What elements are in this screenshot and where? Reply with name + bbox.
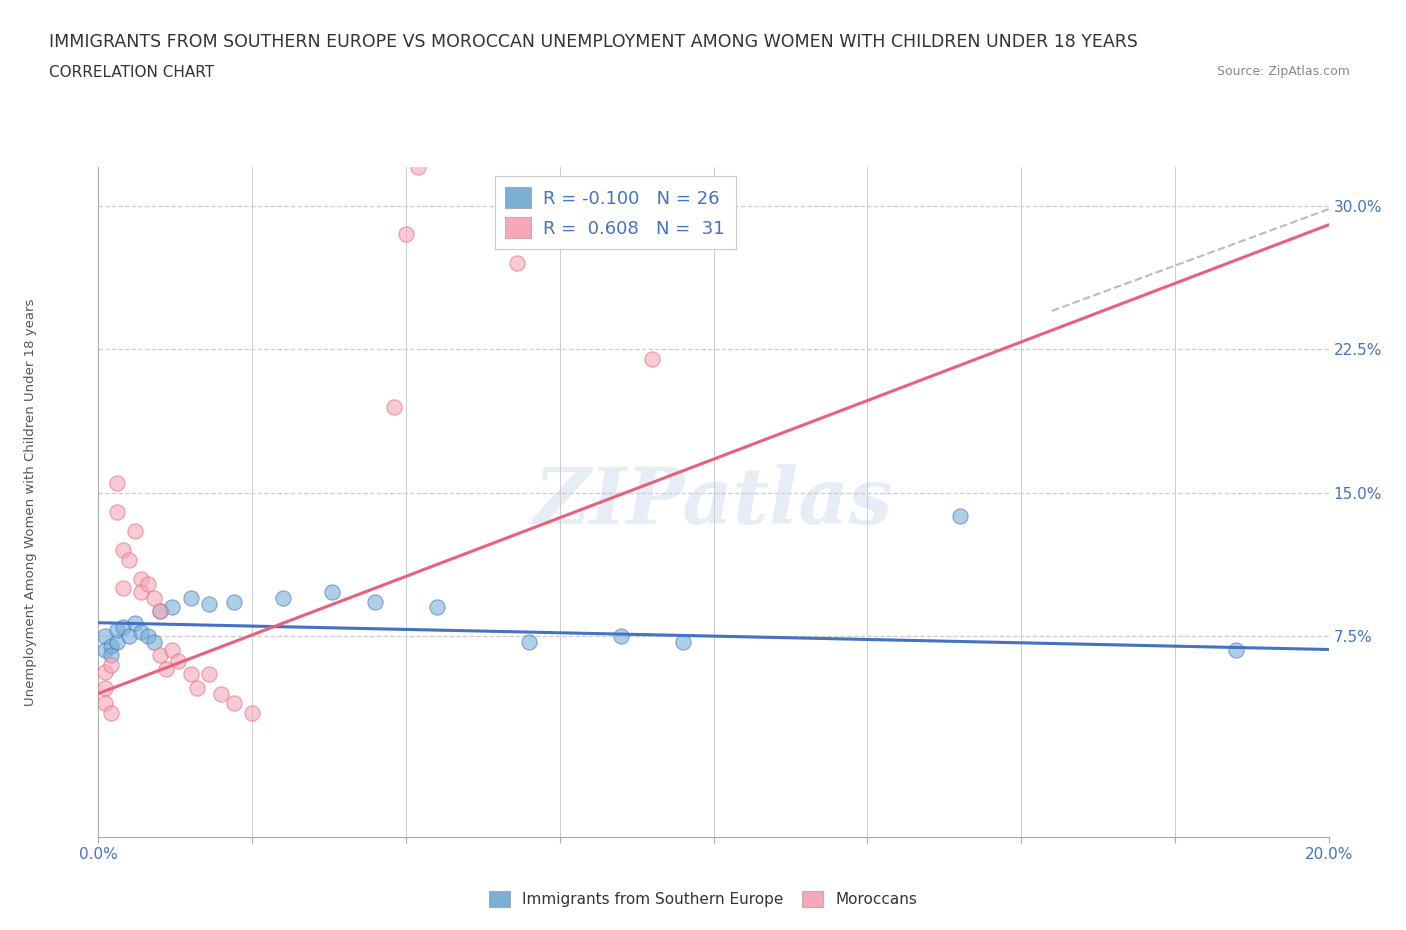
Point [149, 604, 172, 618]
Point [162, 600, 183, 615]
Point [93, 665, 115, 680]
Point [395, 227, 418, 242]
Point [112, 619, 135, 634]
Point [1225, 642, 1247, 657]
Point [93, 642, 115, 657]
Text: Unemployment Among Women with Children Under 18 years: Unemployment Among Women with Children U… [24, 299, 37, 706]
Point [180, 591, 202, 605]
Point [271, 591, 294, 605]
Point [93, 696, 115, 711]
Point [124, 616, 146, 631]
Point [131, 625, 153, 640]
Point [93, 681, 115, 696]
Point [93, 629, 115, 644]
Point [198, 596, 221, 611]
Point [142, 634, 165, 649]
Point [382, 399, 405, 414]
Point [408, 160, 430, 175]
Point [155, 661, 177, 676]
Point [506, 256, 529, 271]
Point [517, 634, 540, 649]
Point [118, 629, 141, 644]
Point [222, 594, 245, 609]
Point [162, 642, 183, 657]
Point [112, 542, 135, 557]
Point [240, 705, 263, 720]
Legend: R = -0.100   N = 26, R =  0.608   N =  31: R = -0.100 N = 26, R = 0.608 N = 31 [495, 177, 735, 249]
Point [131, 585, 153, 600]
Point [949, 508, 972, 523]
Point [118, 552, 141, 567]
Point [610, 629, 633, 644]
Point [124, 524, 146, 538]
Point [167, 654, 190, 669]
Point [105, 634, 128, 649]
Point [198, 667, 221, 682]
Point [149, 604, 172, 618]
Point [131, 571, 153, 586]
Text: IMMIGRANTS FROM SOUTHERN EUROPE VS MOROCCAN UNEMPLOYMENT AMONG WOMEN WITH CHILDR: IMMIGRANTS FROM SOUTHERN EUROPE VS MOROC… [49, 33, 1137, 50]
Point [672, 634, 695, 649]
Point [112, 581, 135, 596]
Point [211, 686, 233, 701]
Point [364, 594, 387, 609]
Text: Source: ZipAtlas.com: Source: ZipAtlas.com [1216, 65, 1350, 78]
Point [100, 648, 122, 663]
Text: CORRELATION CHART: CORRELATION CHART [49, 65, 214, 80]
Point [105, 475, 128, 490]
Point [149, 648, 172, 663]
Point [641, 352, 664, 366]
Point [100, 638, 122, 653]
Point [142, 591, 165, 605]
Point [321, 585, 343, 600]
Point [100, 658, 122, 672]
Point [136, 577, 159, 591]
Point [426, 600, 449, 615]
Point [105, 504, 128, 519]
Point [105, 623, 128, 638]
Point [100, 705, 122, 720]
Point [136, 629, 159, 644]
Point [186, 681, 208, 696]
Legend: Immigrants from Southern Europe, Moroccans: Immigrants from Southern Europe, Morocca… [482, 884, 924, 913]
Point [180, 667, 202, 682]
Text: ZIPatlas: ZIPatlas [534, 464, 893, 540]
Point [222, 696, 245, 711]
